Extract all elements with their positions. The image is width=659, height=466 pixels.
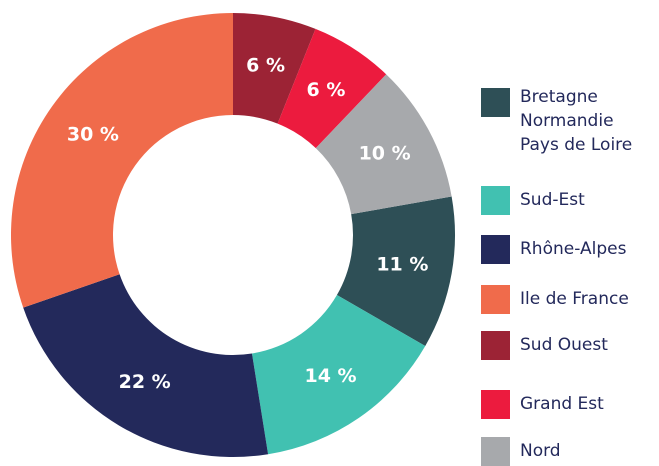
slice-label: 6 % [307, 79, 346, 101]
slice [336, 196, 455, 346]
legend-swatch [481, 331, 510, 360]
slice-label: 30 % [67, 124, 119, 146]
legend-label: Grand Est [520, 394, 604, 414]
legend-swatch [481, 437, 510, 466]
legend-label: Ile de France [520, 289, 629, 309]
slice [277, 28, 387, 149]
slice-label: 22 % [119, 371, 171, 393]
legend-swatch [481, 88, 510, 117]
legend-label: Rhône-Alpes [520, 239, 627, 259]
legend-label: Sud Ouest [520, 335, 608, 355]
slice [11, 13, 234, 308]
slice [233, 13, 316, 124]
slice-label: 11 % [376, 253, 428, 275]
slice [315, 74, 452, 215]
slice-label: 6 % [246, 55, 285, 77]
legend-swatch [481, 235, 510, 264]
slice [23, 274, 269, 457]
legend-swatch [481, 285, 510, 314]
slice [251, 295, 426, 455]
legend-label: Bretagne Normandie Pays de Loire [520, 87, 633, 155]
slice-label: 10 % [359, 142, 411, 164]
legend-swatch [481, 390, 510, 419]
legend-swatch [481, 186, 510, 215]
slice-label: 14 % [304, 365, 356, 387]
legend-label: Sud-Est [520, 190, 585, 210]
legend-label: Nord [520, 441, 561, 461]
